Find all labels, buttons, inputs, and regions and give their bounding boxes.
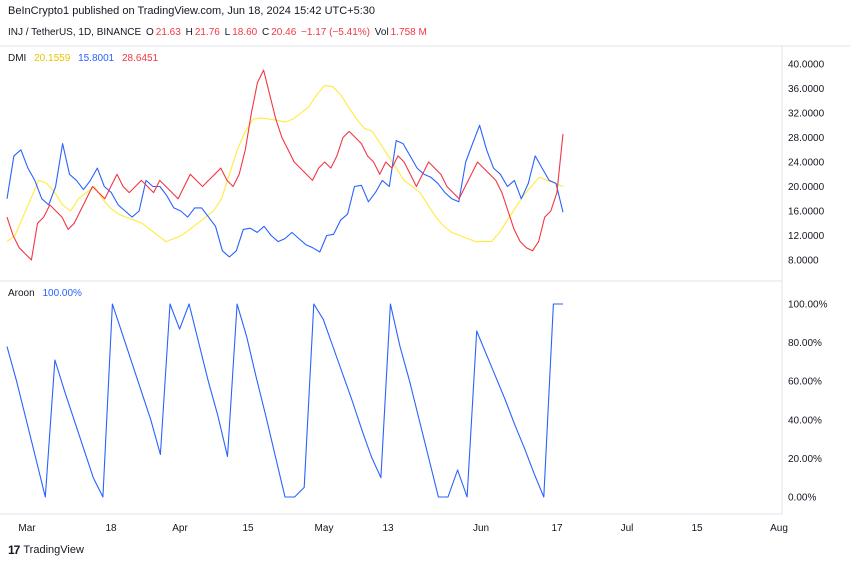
x-tick-label: Apr bbox=[172, 523, 188, 534]
adx-legend-value: 20.1559 bbox=[34, 53, 71, 64]
close-label: C bbox=[262, 27, 270, 38]
y-tick-label: 16.0000 bbox=[788, 207, 825, 218]
volume-value: 1.758 M bbox=[390, 27, 427, 38]
x-tick-label: Jun bbox=[473, 523, 489, 534]
symbol-name[interactable]: INJ / TetherUS, 1D, BINANCE bbox=[8, 27, 142, 38]
series-line-0-2[interactable] bbox=[6, 69, 564, 261]
series-line-1-0[interactable] bbox=[6, 303, 563, 498]
x-tick-label: 15 bbox=[242, 523, 254, 534]
tradingview-logo-text: TradingView bbox=[23, 544, 84, 556]
tradingview-logo[interactable]: 17 TradingView bbox=[8, 543, 84, 557]
aroon-title: Aroon bbox=[8, 288, 35, 299]
high-value: 21.76 bbox=[194, 27, 220, 38]
aroon-legend[interactable]: Aroon 100.00% bbox=[8, 288, 87, 299]
plus-di-legend-value: 15.8001 bbox=[78, 53, 115, 64]
dmi-legend[interactable]: DMI 20.1559 15.8001 28.6451 bbox=[8, 53, 163, 64]
x-tick-label: May bbox=[315, 523, 334, 534]
tradingview-logo-icon: 17 bbox=[8, 543, 20, 557]
series-line-0-0[interactable] bbox=[6, 84, 564, 243]
x-tick-label: 13 bbox=[382, 523, 394, 534]
low-value: 18.60 bbox=[232, 27, 258, 38]
series-line-0-1[interactable] bbox=[6, 124, 564, 258]
y-tick-label: 0.00% bbox=[788, 493, 816, 504]
high-label: H bbox=[185, 27, 193, 38]
open-label: O bbox=[145, 27, 154, 38]
publish-info: BeInCrypto1 published on TradingView.com… bbox=[8, 5, 376, 17]
y-tick-label: 28.0000 bbox=[788, 133, 825, 144]
y-tick-label: 60.00% bbox=[788, 377, 822, 388]
y-tick-label: 100.00% bbox=[788, 300, 828, 311]
x-tick-label: Mar bbox=[18, 523, 36, 534]
x-tick-label: 15 bbox=[691, 523, 703, 534]
y-tick-label: 20.00% bbox=[788, 454, 822, 465]
y-tick-label: 8.0000 bbox=[788, 256, 819, 267]
symbol-ohlc-bar: INJ / TetherUS, 1D, BINANCE O 21.63 H 21.7… bbox=[8, 27, 429, 38]
y-tick-label: 80.00% bbox=[788, 338, 822, 349]
y-tick-label: 12.0000 bbox=[788, 231, 825, 242]
open-value: 21.63 bbox=[155, 27, 181, 38]
y-tick-label: 40.0000 bbox=[788, 60, 825, 71]
x-tick-label: Aug bbox=[770, 523, 788, 534]
y-tick-label: 32.0000 bbox=[788, 109, 825, 120]
x-tick-label: Jul bbox=[621, 523, 634, 534]
y-tick-label: 40.00% bbox=[788, 415, 822, 426]
dmi-title: DMI bbox=[8, 53, 27, 64]
x-tick-label: 18 bbox=[105, 523, 117, 534]
y-tick-label: 20.0000 bbox=[788, 182, 825, 193]
y-tick-label: 36.0000 bbox=[788, 84, 825, 95]
x-tick-label: 17 bbox=[551, 523, 563, 534]
low-label: L bbox=[224, 27, 231, 38]
volume-label: Vol bbox=[374, 27, 389, 38]
aroon-legend-value: 100.00% bbox=[42, 288, 82, 299]
minus-di-legend-value: 28.6451 bbox=[122, 53, 159, 64]
close-value: 20.46 bbox=[271, 27, 297, 38]
change-value: −1.17 (−5.41%) bbox=[301, 27, 370, 38]
y-tick-label: 24.0000 bbox=[788, 158, 825, 169]
